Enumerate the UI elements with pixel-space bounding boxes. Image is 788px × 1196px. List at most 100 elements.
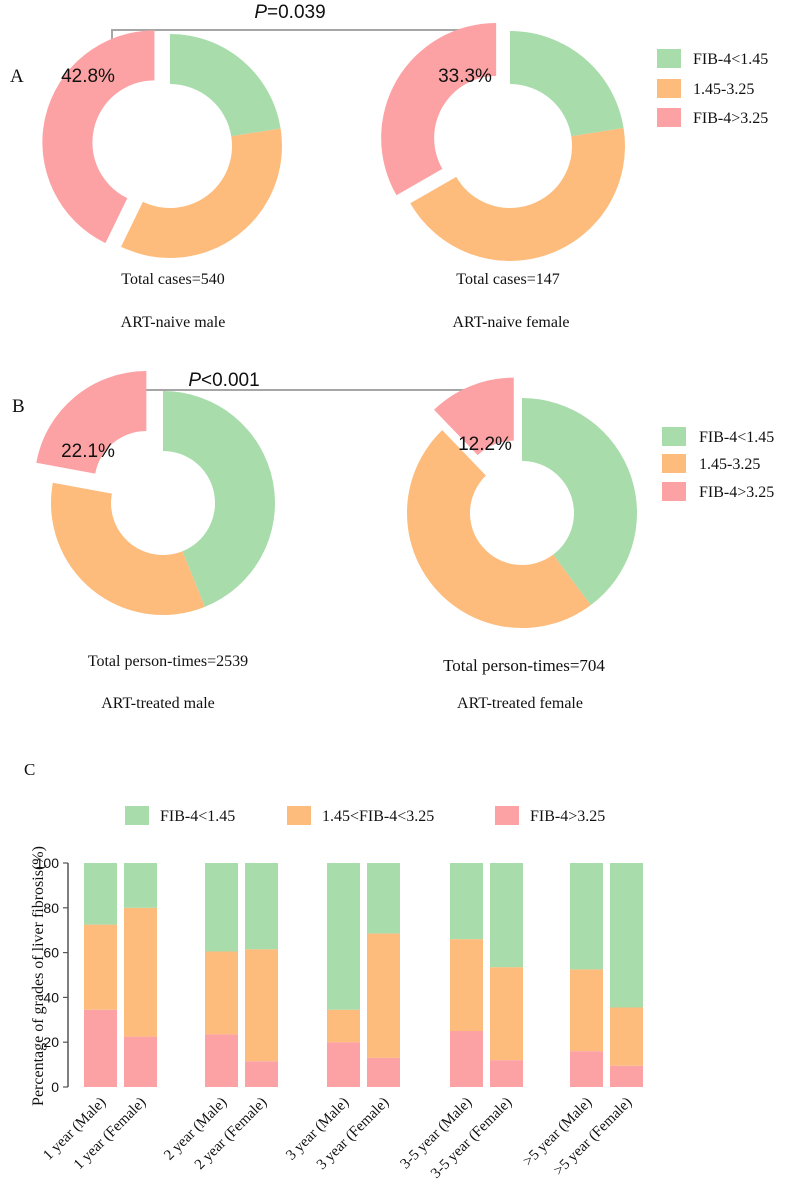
legend-label: 1.45<FIB-4<3.25: [322, 808, 434, 825]
stacked-bar: [205, 863, 238, 1087]
bar-segment-fib4-high: [245, 1061, 278, 1087]
bar-segment-fib4-low: [367, 863, 400, 934]
bar-segment-fib4-mid: [570, 969, 603, 1052]
donut-slice-fib4-mid: [406, 430, 591, 629]
donut-slice-fib4-low: [170, 34, 281, 137]
legend-label: FIB-4<1.45: [693, 51, 768, 68]
donut-slice-fib4-low: [163, 391, 275, 607]
stacked-bar: [367, 863, 400, 1087]
bar-segment-fib4-low: [490, 863, 523, 968]
donut-slice-fib4-mid: [50, 482, 205, 615]
legend-swatch-orange: [657, 79, 681, 98]
stacked-bar: [570, 863, 603, 1087]
x-tick-label: 2 year (Female): [192, 1095, 270, 1173]
bar-segment-fib4-low: [245, 863, 278, 950]
panel-a-legend: FIB-4<1.45 1.45-3.25 FIB-4>3.25: [657, 49, 768, 127]
y-tick-label: 20: [43, 1034, 59, 1050]
bar-segment-fib4-high: [570, 1051, 603, 1087]
legend-swatch-orange: [662, 454, 686, 473]
bar-segment-fib4-mid: [124, 907, 157, 1037]
panel-b-legend: FIB-4<1.45 1.45-3.25 FIB-4>3.25: [662, 427, 774, 501]
bar-segment-fib4-low: [570, 863, 603, 970]
stacked-bar: [245, 863, 278, 1087]
legend-label: FIB-4>3.25: [699, 484, 774, 501]
donut-slice-label: 42.8%: [61, 66, 115, 87]
donut-slice-label: 12.2%: [458, 434, 512, 455]
donut-slice-fib4-high: [36, 371, 147, 474]
bar-segment-fib4-high: [205, 1034, 238, 1087]
x-tick-label: >5 year (Male): [520, 1095, 595, 1170]
legend-label: 1.45-3.25: [693, 81, 754, 98]
bar-segment-fib4-mid: [610, 1007, 643, 1066]
stacked-bar: [490, 863, 523, 1087]
bar-segment-fib4-high: [610, 1065, 643, 1087]
donut-slice-fib4-high: [42, 30, 155, 244]
legend-label: FIB-4>3.25: [530, 808, 605, 825]
bar-segment-fib4-mid: [205, 951, 238, 1035]
x-tick-label: 3 year (Female): [314, 1095, 392, 1173]
bar-segment-fib4-high: [327, 1042, 360, 1087]
panel-c: C FIB-4<1.45 1.45<FIB-4<3.25 FIB-4>3.25 …: [24, 760, 643, 1182]
stacked-bar: [450, 863, 483, 1087]
panel-a-male-group: ART-naive male: [121, 314, 226, 331]
donut-slice-fib4-high: [381, 22, 497, 196]
x-tick-label: 3-5 year (Male): [397, 1095, 475, 1173]
bar-segment-fib4-mid: [84, 924, 117, 1010]
panel-b-label: B: [12, 396, 25, 417]
bar-segment-fib4-mid: [327, 1009, 360, 1043]
legend-label: FIB-4<1.45: [160, 808, 235, 825]
panel-a-male-total: Total cases=540: [121, 271, 224, 288]
panel-a-donuts: 42.8% 33.3%: [42, 22, 625, 261]
panel-b-male-group: ART-treated male: [101, 695, 215, 712]
bar-segment-fib4-high: [84, 1009, 117, 1087]
donut-slice-fib4-low: [510, 31, 624, 137]
y-axis: 0 20 40 60 80 100: [36, 855, 69, 1095]
donut-chart: 33.3%: [381, 22, 625, 261]
stacked-bar: [124, 863, 157, 1087]
bar-segment-fib4-mid: [450, 939, 483, 1031]
bar-segment-fib4-high: [124, 1036, 157, 1087]
donut-slice-fib4-mid: [410, 128, 625, 261]
bar-segment-fib4-mid: [367, 933, 400, 1058]
donut-chart: 12.2%: [406, 377, 638, 629]
panel-a-label: A: [10, 66, 24, 87]
legend-label: FIB-4<1.45: [699, 429, 774, 446]
panel-c-legend: FIB-4<1.45 1.45<FIB-4<3.25 FIB-4>3.25: [125, 806, 605, 825]
panel-b: B P<0.001 22.1% 12.2% Total person-times=…: [12, 370, 774, 712]
x-tick-label: 1 year (Female): [71, 1095, 149, 1173]
y-tick-label: 80: [43, 900, 59, 916]
y-tick-label: 0: [51, 1079, 59, 1095]
bar-segment-fib4-high: [367, 1057, 400, 1087]
y-tick-label: 40: [43, 989, 59, 1005]
legend-swatch-pink: [657, 108, 681, 127]
bar-segment-fib4-low: [84, 863, 117, 925]
panel-c-label: C: [24, 760, 35, 779]
panel-b-male-total: Total person-times=2539: [88, 653, 248, 670]
legend-label: 1.45-3.25: [699, 456, 760, 473]
y-tick-label: 100: [36, 855, 60, 871]
stacked-bar: [327, 863, 360, 1087]
legend-swatch-pink: [662, 482, 686, 501]
panel-a-female-group: ART-naive female: [452, 314, 569, 331]
panel-b-donuts: 22.1% 12.2%: [36, 371, 638, 629]
donut-chart: 22.1%: [36, 371, 275, 615]
bar-segment-fib4-low: [124, 863, 157, 908]
donut-slice-fib4-low: [522, 398, 638, 606]
panel-a-significance-bracket: [111, 29, 471, 40]
bar-segment-fib4-high: [490, 1060, 523, 1087]
stacked-bar: [610, 863, 643, 1087]
bar-segment-fib4-low: [205, 863, 238, 952]
panel-b-female-group: ART-treated female: [457, 695, 583, 712]
panel-a-female-total: Total cases=147: [456, 271, 559, 288]
panel-b-p-value: P<0.001: [188, 370, 259, 391]
panel-a-p-value: P=0.039: [254, 2, 325, 23]
bar-segment-fib4-low: [327, 863, 360, 1010]
legend-swatch-pink: [495, 806, 519, 825]
bar-segment-fib4-mid: [245, 949, 278, 1062]
donut-slice-label: 22.1%: [61, 441, 115, 462]
bar-segment-fib4-mid: [490, 967, 523, 1061]
legend-swatch-green: [662, 427, 686, 446]
